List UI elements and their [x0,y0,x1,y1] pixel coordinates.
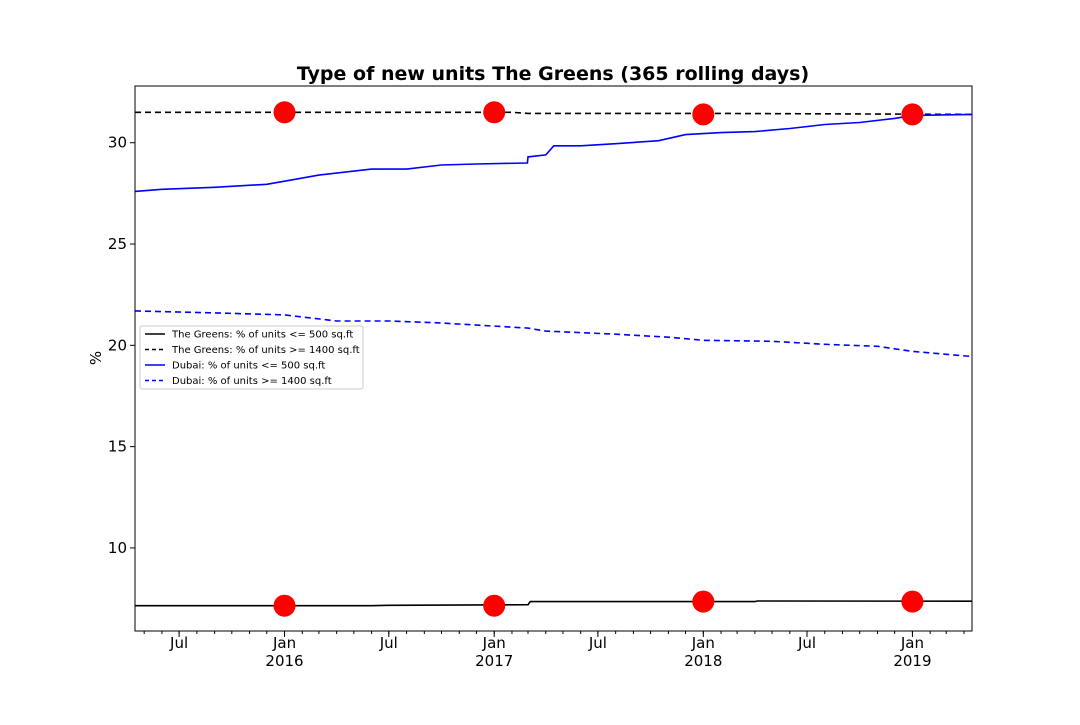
marker-point-1 [483,101,506,124]
y-tick-label-1: 15 [108,438,127,456]
x-tick-label-6: Jul [797,634,816,652]
y-tick-label-2: 20 [108,336,127,354]
x-tick-label-7: Jan [900,634,924,652]
marker-point-0 [273,101,296,124]
x-tick-year-3: 2017 [475,652,513,670]
marker-point-5 [483,594,506,617]
legend-box [139,325,364,390]
y-tick-label-3: 25 [108,235,127,253]
y-axis-label: % [87,351,105,365]
x-tick-label-3: Jan [482,634,506,652]
legend-label-1: The Greens: % of units >= 1400 sq.ft [171,345,360,356]
series-line-2 [134,113,973,193]
x-tick-year-7: 2019 [893,652,931,670]
x-tick-label-5: Jan [691,634,715,652]
marker-point-3 [901,103,924,126]
x-tick-label-2: Jul [379,634,398,652]
y-tick-label-0: 10 [108,539,127,557]
series-line-0 [135,600,973,607]
series-line-1 [135,111,973,116]
legend-label-0: The Greens: % of units <= 500 sq.ft [171,330,353,341]
legend-label-3: Dubai: % of units >= 1400 sq.ft [172,376,332,387]
chart-title: Type of new units The Greens (365 rollin… [297,63,809,85]
plot-area [134,101,973,617]
plot-frame [134,85,973,632]
series-line-3 [134,310,973,358]
x-tick-year-1: 2016 [265,652,303,670]
marker-point-4 [273,594,296,617]
legend-label-2: Dubai: % of units <= 500 sq.ft [172,361,325,372]
marker-point-6 [692,590,715,613]
x-tick-label-4: Jul [588,634,607,652]
x-tick-label-0: Jul [169,634,188,652]
marker-point-2 [692,103,715,126]
legend: The Greens: % of units <= 500 sq.ft The G… [139,325,364,390]
y-tick-label-4: 30 [108,134,127,152]
marker-point-7 [901,590,924,613]
x-tick-label-1: Jan [272,634,296,652]
x-tick-year-5: 2018 [684,652,722,670]
